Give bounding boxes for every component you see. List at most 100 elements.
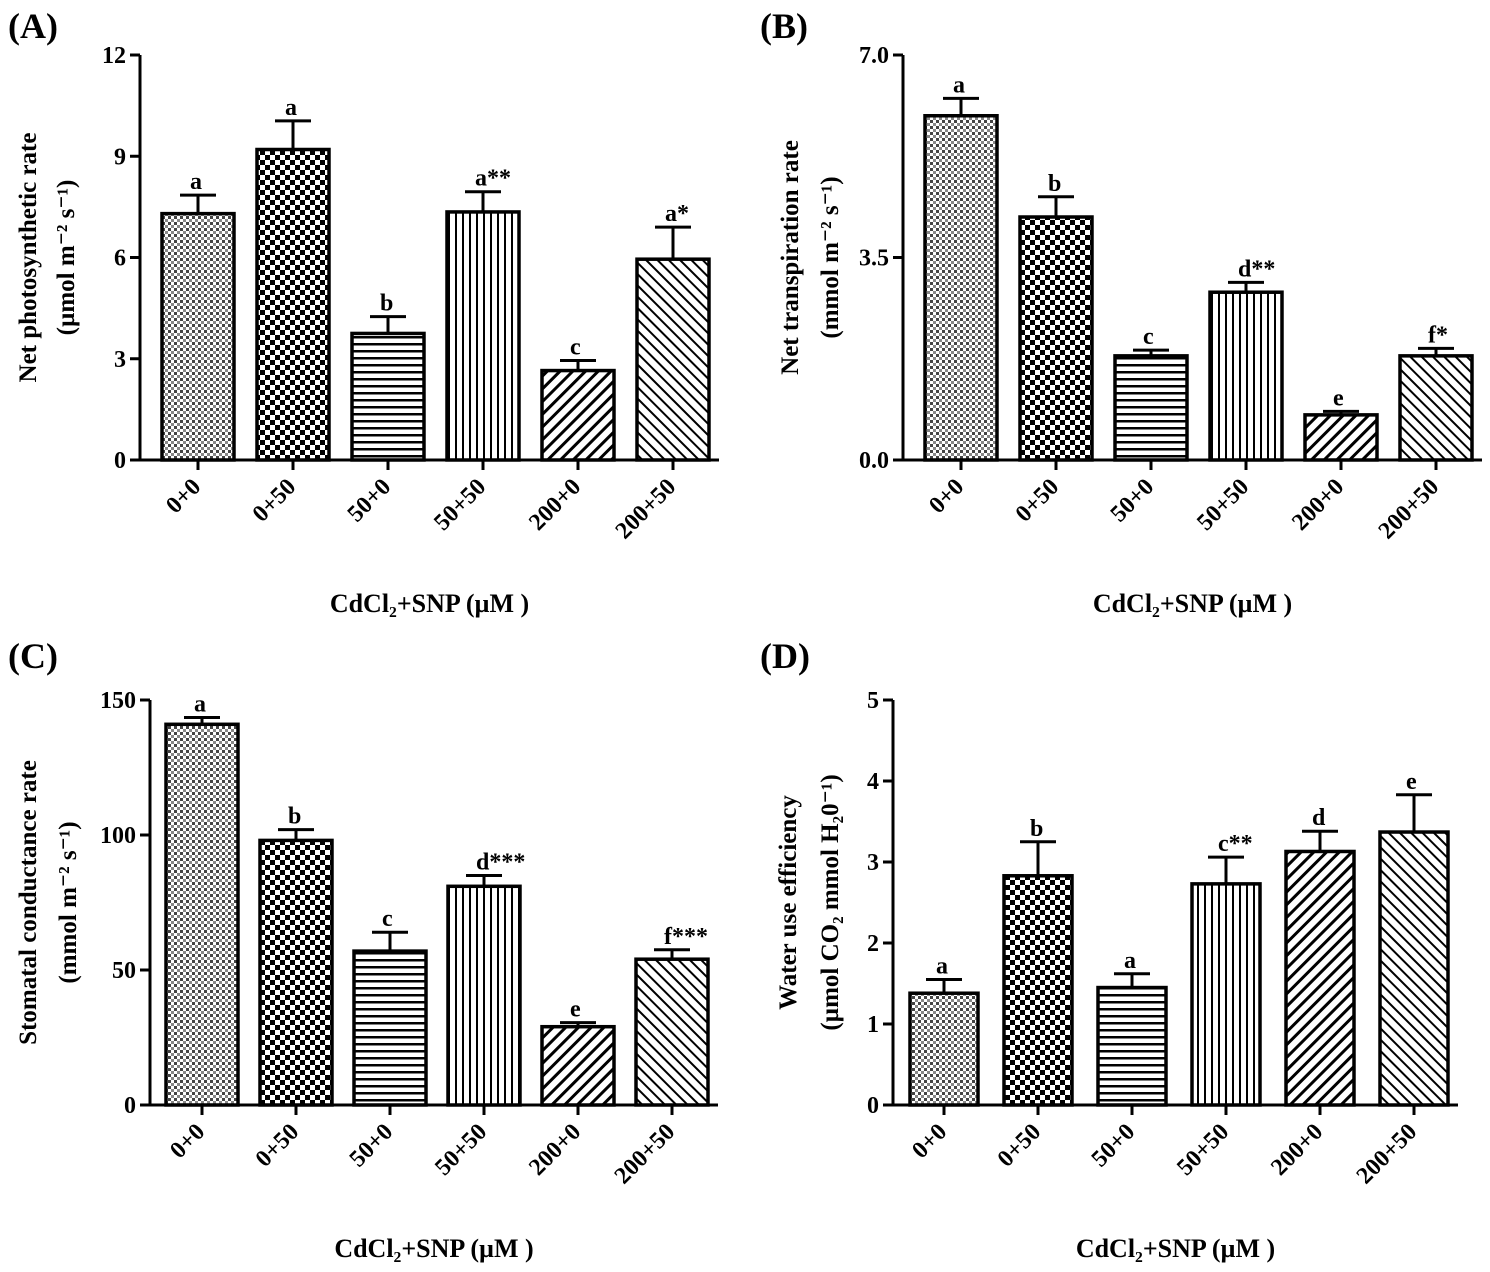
x-tick-label: 200+50 [610,1119,680,1189]
chart-panel-3: (C) a b c d*** e f*** 0 50 100 150 0+0 0+50 50+0 50+50… [8,636,718,1263]
significance-label: e [1333,385,1344,411]
bar [1284,849,1356,1107]
significance-label: a [190,169,202,195]
panel-letter: (A) [8,6,58,46]
y-tick-label: 0 [114,448,126,474]
significance-label: f*** [664,924,708,950]
y-tick-label: 0 [124,1093,136,1119]
x-tick-label: 200+50 [611,474,681,544]
bar [908,991,980,1107]
significance-label: a [285,95,297,121]
x-tick-label: 50+0 [343,474,397,528]
x-tick-label: 50+50 [1192,474,1254,536]
bar [1208,290,1284,462]
x-tick-label: 0+0 [165,1119,210,1164]
y-tick-label: 4 [867,769,879,795]
y-tick-label: 150 [100,688,136,714]
significance-label: a* [665,201,689,227]
significance-label: b [288,804,301,830]
significance-label: b [1048,171,1061,197]
bar [446,884,522,1107]
significance-label: d** [1238,256,1275,282]
bar [160,211,236,462]
x-tick-label: 0+0 [161,474,206,519]
bar [1190,882,1262,1107]
bar [540,1024,616,1107]
y-axis-title: Water use efficiency [775,795,802,1010]
x-tick-label: 50+0 [1106,474,1160,528]
x-tick-label: 50+50 [1172,1119,1234,1181]
y-tick-label: 6 [114,246,126,272]
x-axis-title: CdCl₂+SNP (µM ) [1093,589,1292,618]
y-tick-label: 7.0 [859,43,889,69]
significance-label: c [570,334,581,360]
significance-label: b [1030,816,1043,842]
y-tick-label: 1 [867,1012,879,1038]
significance-label: a [1124,948,1136,974]
x-tick-label: 0+50 [251,1119,305,1173]
y-axis-title: Net photosynthetic rate [15,133,42,383]
significance-label: e [570,997,581,1023]
significance-label: d [1312,805,1326,831]
y-axis-title: Stomatal conductance rate [15,760,42,1045]
x-tick-label: 200+0 [1287,474,1349,536]
y-axis-title: Net transpiration rate [777,140,804,375]
significance-label: c** [1218,831,1253,857]
bar [445,210,521,462]
significance-label: c [382,906,393,932]
significance-label: e [1406,769,1417,795]
chart-panel-1: (A) a a b a** c a* 0 3 6 9 12 0+0 0+50 50+0 50+50 200+0 2… [8,6,719,618]
y-tick-label: 9 [114,144,126,170]
x-tick-label: 0+50 [1011,474,1065,528]
significance-label: c [1143,324,1154,350]
chart-panel-2: (B) a b c d** e f* 0.0 3.5 7.0 0+0 0+50 50+0 50+50 200… [760,6,1482,618]
significance-label: d*** [476,850,525,876]
bar [255,147,331,462]
panel-letter: (B) [760,6,808,46]
bar [1002,874,1074,1107]
significance-label: a [194,692,206,718]
bar [1113,354,1189,462]
x-tick-label: 50+50 [429,474,491,536]
panel-letter: (D) [760,636,810,676]
y-axis-units: (µmol m⁻² s⁻¹) [53,180,80,336]
y-tick-label: 3 [867,850,879,876]
bar [352,949,428,1107]
panel-letter: (C) [8,636,58,676]
y-axis-units: (µmol CO₂ mmol H₂0⁻¹) [817,774,844,1030]
y-tick-label: 50 [112,958,136,984]
x-tick-label: 0+0 [907,1119,952,1164]
y-tick-label: 3 [114,347,126,373]
x-tick-label: 50+0 [1087,1119,1141,1173]
y-tick-label: 0 [867,1093,879,1119]
x-axis-title: CdCl₂+SNP (µM ) [330,589,529,618]
x-tick-label: 200+50 [1352,1119,1422,1189]
bar [1398,354,1474,462]
bar [164,722,240,1107]
bar [634,957,710,1107]
y-tick-label: 3.5 [859,246,889,272]
bar [350,331,426,462]
y-axis-units: (mmol m⁻² s⁻¹) [817,176,844,338]
x-tick-label: 50+50 [430,1119,492,1181]
x-tick-label: 200+0 [1266,1119,1328,1181]
x-tick-label: 200+0 [524,1119,586,1181]
bar [258,838,334,1107]
x-tick-label: 0+50 [993,1119,1047,1173]
x-tick-label: 0+50 [248,474,302,528]
bar [1303,413,1379,462]
y-axis-units: (mmol m⁻² s⁻¹) [55,821,82,983]
x-axis-title: CdCl₂+SNP (µM ) [334,1234,533,1263]
x-tick-label: 200+50 [1374,474,1444,544]
x-axis-title: CdCl₂+SNP (µM ) [1076,1234,1275,1263]
significance-label: f* [1428,322,1448,348]
significance-label: a [936,953,948,979]
bar [923,114,999,462]
significance-label: b [380,291,393,317]
significance-label: a [953,72,965,98]
y-tick-label: 100 [100,823,136,849]
x-tick-label: 50+0 [345,1119,399,1173]
y-tick-label: 0.0 [859,448,889,474]
